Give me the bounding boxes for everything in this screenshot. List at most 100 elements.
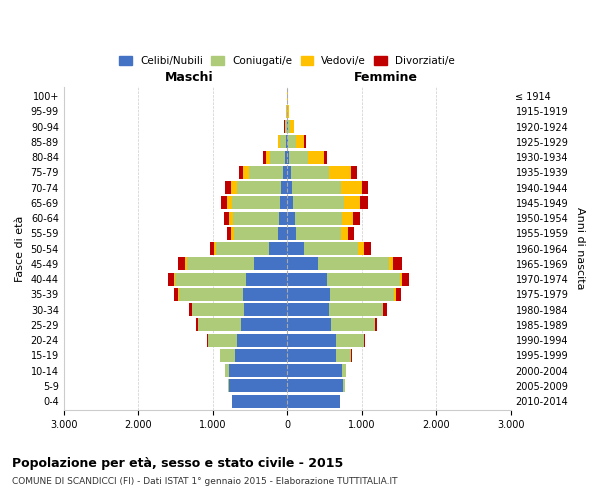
Bar [358, 242, 364, 255]
Bar [224, 212, 229, 224]
Bar [287, 166, 291, 179]
Bar [304, 242, 358, 255]
Bar [343, 364, 346, 377]
Bar [287, 212, 295, 224]
Bar [241, 318, 287, 332]
Bar [217, 242, 269, 255]
Bar [394, 288, 396, 301]
Bar [362, 181, 368, 194]
Bar [187, 258, 254, 270]
Bar [270, 150, 285, 164]
Bar [269, 242, 287, 255]
Bar [266, 150, 270, 164]
Bar [325, 150, 328, 164]
Bar [351, 166, 357, 179]
Text: Maschi: Maschi [164, 71, 213, 84]
Bar [343, 380, 344, 392]
Bar [389, 258, 393, 270]
Bar [287, 349, 337, 362]
Bar [246, 272, 287, 285]
Bar [287, 272, 326, 285]
Bar [287, 150, 289, 164]
Bar [364, 334, 365, 346]
Bar [179, 288, 242, 301]
Bar [296, 136, 304, 148]
Bar [289, 150, 308, 164]
Bar [226, 181, 230, 194]
Bar [220, 349, 235, 362]
Bar [229, 380, 287, 392]
Bar [293, 196, 344, 209]
Bar [227, 380, 229, 392]
Bar [235, 349, 287, 362]
Bar [169, 272, 175, 285]
Bar [227, 196, 232, 209]
Bar [402, 272, 409, 285]
Bar [232, 196, 280, 209]
Bar [232, 394, 287, 407]
Text: COMUNE DI SCANDICCI (FI) - Dati ISTAT 1° gennaio 2015 - Elaborazione TUTTITALIA.: COMUNE DI SCANDICCI (FI) - Dati ISTAT 1°… [12, 478, 398, 486]
Bar [287, 288, 329, 301]
Bar [308, 150, 325, 164]
Bar [287, 318, 331, 332]
Bar [364, 242, 371, 255]
Bar [304, 136, 305, 148]
Bar [331, 318, 375, 332]
Bar [174, 288, 178, 301]
Bar [229, 212, 233, 224]
Bar [319, 258, 389, 270]
Bar [214, 242, 217, 255]
Text: Popolazione per età, sesso e stato civile - 2015: Popolazione per età, sesso e stato civil… [12, 458, 343, 470]
Bar [221, 196, 227, 209]
Bar [210, 242, 214, 255]
Bar [343, 212, 353, 224]
Bar [329, 166, 351, 179]
Bar [278, 136, 280, 148]
Text: Femmine: Femmine [353, 71, 418, 84]
Bar [230, 181, 236, 194]
Bar [396, 288, 401, 301]
Bar [285, 150, 287, 164]
Legend: Celibi/Nubili, Coniugati/e, Vedovi/e, Divorziati/e: Celibi/Nubili, Coniugati/e, Vedovi/e, Di… [116, 52, 458, 69]
Bar [188, 303, 191, 316]
Bar [243, 166, 249, 179]
Bar [249, 166, 283, 179]
Bar [287, 364, 343, 377]
Bar [227, 227, 232, 240]
Bar [263, 150, 266, 164]
Bar [254, 258, 287, 270]
Bar [287, 227, 296, 240]
Bar [288, 105, 289, 118]
Bar [400, 272, 402, 285]
Bar [329, 303, 383, 316]
Bar [287, 242, 304, 255]
Bar [198, 318, 241, 332]
Y-axis label: Fasce di età: Fasce di età [15, 216, 25, 282]
Bar [208, 334, 236, 346]
Bar [235, 227, 278, 240]
Bar [286, 120, 287, 133]
Bar [278, 227, 287, 240]
Bar [288, 136, 296, 148]
Bar [287, 181, 292, 194]
Bar [348, 227, 354, 240]
Bar [279, 212, 287, 224]
Bar [287, 380, 343, 392]
Bar [360, 196, 368, 209]
Bar [291, 166, 329, 179]
Bar [337, 349, 351, 362]
Bar [287, 136, 288, 148]
Bar [196, 318, 197, 332]
Y-axis label: Anni di nascita: Anni di nascita [575, 208, 585, 290]
Bar [287, 196, 293, 209]
Bar [287, 334, 335, 346]
Bar [335, 334, 364, 346]
Bar [326, 272, 400, 285]
Bar [341, 181, 362, 194]
Bar [287, 258, 319, 270]
Bar [175, 272, 246, 285]
Bar [232, 227, 235, 240]
Bar [292, 181, 341, 194]
Bar [295, 212, 343, 224]
Bar [383, 303, 387, 316]
